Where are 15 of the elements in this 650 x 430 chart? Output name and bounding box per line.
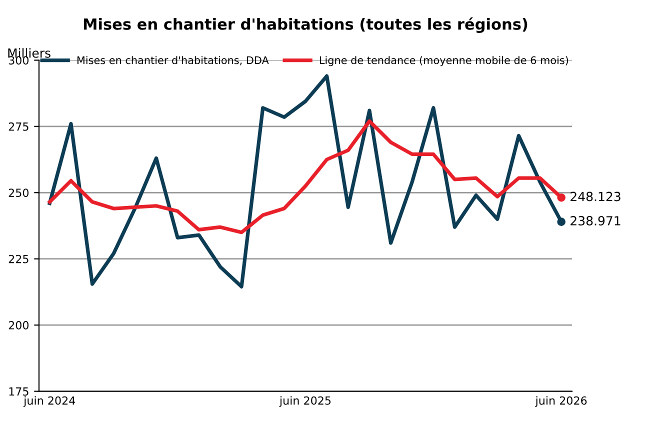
y-tick-label: 250 <box>8 188 29 198</box>
data-label: 238.971 <box>570 216 620 226</box>
legend-label: Mises en chantier d'habitations, DDA <box>77 56 269 66</box>
y-tick-label: 300 <box>8 56 29 65</box>
data-label: 248.123 <box>570 192 620 202</box>
x-tick-label: juin 2026 <box>535 396 587 407</box>
x-tick-label: juin 2025 <box>279 396 331 407</box>
y-tick-label: 175 <box>9 387 28 396</box>
y-tick-label: 225 <box>8 254 28 264</box>
x-tick-label: juin 2024 <box>23 396 76 407</box>
chart-title: Mises en chantier d'habitations (toutes les régions) <box>84 17 528 33</box>
y-axis-title: Milliers <box>8 48 50 58</box>
y-tick-label: 200 <box>8 321 29 330</box>
y-tick-label: 275 <box>8 122 28 131</box>
legend-label: Ligne de tendance (moyenne mobile de 6 mois) <box>320 56 568 66</box>
